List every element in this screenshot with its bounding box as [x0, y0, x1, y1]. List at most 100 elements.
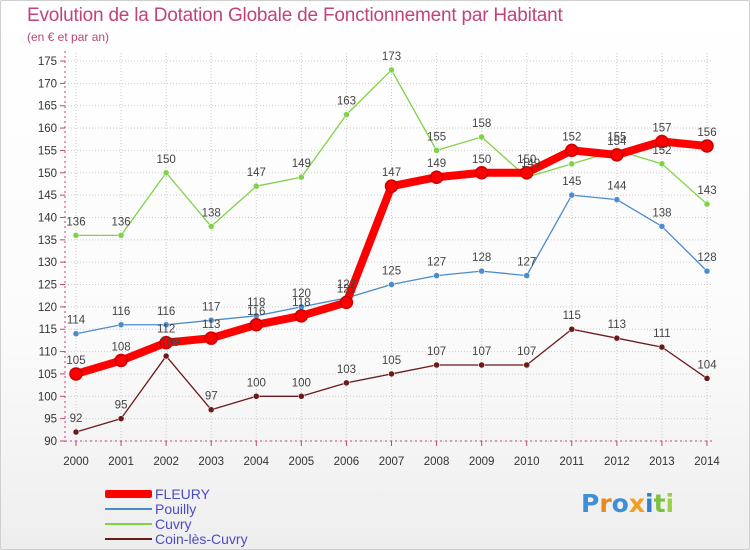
data-label-coin-l-s-cuvry: 103 [337, 364, 356, 376]
data-label-pouilly: 144 [607, 181, 627, 193]
y-tick-label: 125 [38, 280, 57, 292]
y-tick-label: 140 [38, 212, 57, 224]
legend-label-cuvry: Cuvry [155, 516, 192, 532]
y-tick-label: 165 [38, 101, 57, 113]
proxiti-logo: Proxiti [581, 489, 691, 529]
data-point-coin-l-s-cuvry [433, 361, 440, 369]
data-label-coin-l-s-cuvry: 97 [205, 391, 218, 403]
y-tick-label: 120 [38, 302, 57, 314]
logo-letter: i [645, 489, 654, 518]
data-label-fleury: 152 [562, 131, 581, 143]
y-tick-label: 100 [38, 391, 57, 403]
data-label-fleury: 154 [607, 136, 627, 148]
y-tick-label: 135 [38, 235, 57, 247]
data-label-cuvry: 149 [521, 158, 540, 170]
x-tick-label: 2014 [694, 456, 720, 468]
data-point-coin-l-s-cuvry [162, 352, 170, 360]
data-label-cuvry: 155 [427, 131, 446, 143]
data-point-coin-l-s-cuvry [253, 393, 260, 400]
legend-label-coin-les-cuvry: Coin-lès-Cuvry [155, 531, 248, 547]
data-point-cuvry [343, 111, 350, 118]
data-point-cuvry [478, 133, 485, 141]
data-label-cuvry: 136 [111, 216, 130, 228]
data-label-cuvry: 163 [337, 96, 356, 108]
x-tick-label: 2002 [153, 456, 179, 468]
data-point-cuvry [117, 232, 125, 239]
data-label-coin-l-s-cuvry: 109 [161, 337, 180, 349]
data-point-coin-l-s-cuvry [613, 334, 621, 342]
y-tick-label: 95 [44, 414, 57, 426]
data-point-fleury [474, 166, 489, 180]
logo-letter: t [653, 489, 666, 518]
data-point-coin-l-s-cuvry [207, 406, 215, 413]
data-point-pouilly [478, 267, 485, 275]
chart-subtitle: (en € et par an) [27, 30, 110, 44]
x-tick-label: 2006 [334, 456, 360, 468]
y-tick-label: 170 [38, 78, 57, 90]
data-label-fleury: 150 [472, 154, 491, 166]
x-tick-label: 2000 [63, 456, 89, 468]
data-label-coin-l-s-cuvry: 111 [653, 328, 670, 340]
x-tick-label: 2004 [243, 456, 269, 468]
data-label-fleury: 118 [292, 297, 310, 309]
data-point-cuvry [388, 66, 395, 74]
data-point-fleury [249, 318, 264, 332]
data-label-coin-l-s-cuvry: 104 [697, 359, 717, 371]
data-label-pouilly: 128 [697, 252, 716, 264]
data-point-fleury [339, 295, 354, 310]
data-label-coin-l-s-cuvry: 107 [517, 346, 536, 358]
data-point-pouilly [433, 272, 440, 279]
y-tick-label: 130 [38, 257, 57, 269]
data-label-cuvry: 150 [157, 154, 176, 166]
data-point-coin-l-s-cuvry [343, 379, 350, 387]
data-label-fleury: 150 [517, 154, 536, 166]
data-point-fleury [69, 367, 83, 381]
legend-swatch-cuvry [105, 523, 152, 525]
data-label-coin-l-s-cuvry: 92 [70, 413, 83, 425]
x-tick-label: 2001 [108, 456, 134, 468]
logo-letter: x [628, 489, 645, 518]
y-tick-label: 110 [39, 347, 57, 359]
data-point-fleury [204, 331, 218, 345]
legend-label-fleury: FLEURY [155, 486, 210, 502]
data-label-pouilly: 138 [652, 207, 671, 219]
data-point-cuvry [253, 182, 260, 190]
data-point-cuvry [162, 169, 170, 177]
data-point-cuvry [207, 223, 215, 230]
y-tick-label: 145 [38, 190, 57, 202]
data-point-fleury [294, 309, 309, 323]
data-point-coin-l-s-cuvry [72, 428, 80, 436]
data-label-coin-l-s-cuvry: 100 [247, 377, 266, 389]
data-point-coin-l-s-cuvry [523, 361, 530, 369]
data-point-pouilly [613, 196, 621, 203]
data-point-cuvry [298, 173, 305, 181]
data-point-coin-l-s-cuvry [388, 370, 395, 378]
logo-letter: r [599, 489, 612, 518]
data-point-cuvry [433, 147, 440, 154]
data-label-fleury: 149 [427, 158, 446, 170]
data-point-fleury [655, 134, 669, 149]
data-label-fleury: 112 [157, 324, 175, 336]
legend-label-pouilly: Pouilly [155, 501, 197, 517]
data-label-pouilly: 120 [292, 288, 311, 300]
data-point-coin-l-s-cuvry [117, 415, 125, 422]
legend-swatch-fleury [105, 490, 152, 498]
data-label-pouilly: 117 [202, 301, 220, 313]
y-tick-label: 115 [39, 324, 57, 336]
data-label-pouilly: 116 [112, 306, 130, 318]
y-tick-label: 160 [38, 123, 57, 135]
data-label-cuvry: 173 [382, 51, 401, 63]
data-label-coin-l-s-cuvry: 105 [382, 355, 401, 367]
data-point-fleury [114, 353, 128, 368]
data-point-pouilly [658, 223, 666, 230]
data-point-fleury [565, 143, 579, 158]
data-point-fleury [610, 148, 624, 162]
logo-letter: P [581, 489, 600, 518]
data-label-cuvry: 138 [202, 207, 221, 219]
data-label-cuvry: 143 [697, 185, 716, 197]
y-tick-label: 105 [38, 369, 57, 381]
y-tick-label: 150 [38, 168, 57, 180]
data-point-pouilly [117, 321, 125, 329]
data-point-fleury [384, 179, 399, 193]
data-point-cuvry [568, 160, 576, 168]
